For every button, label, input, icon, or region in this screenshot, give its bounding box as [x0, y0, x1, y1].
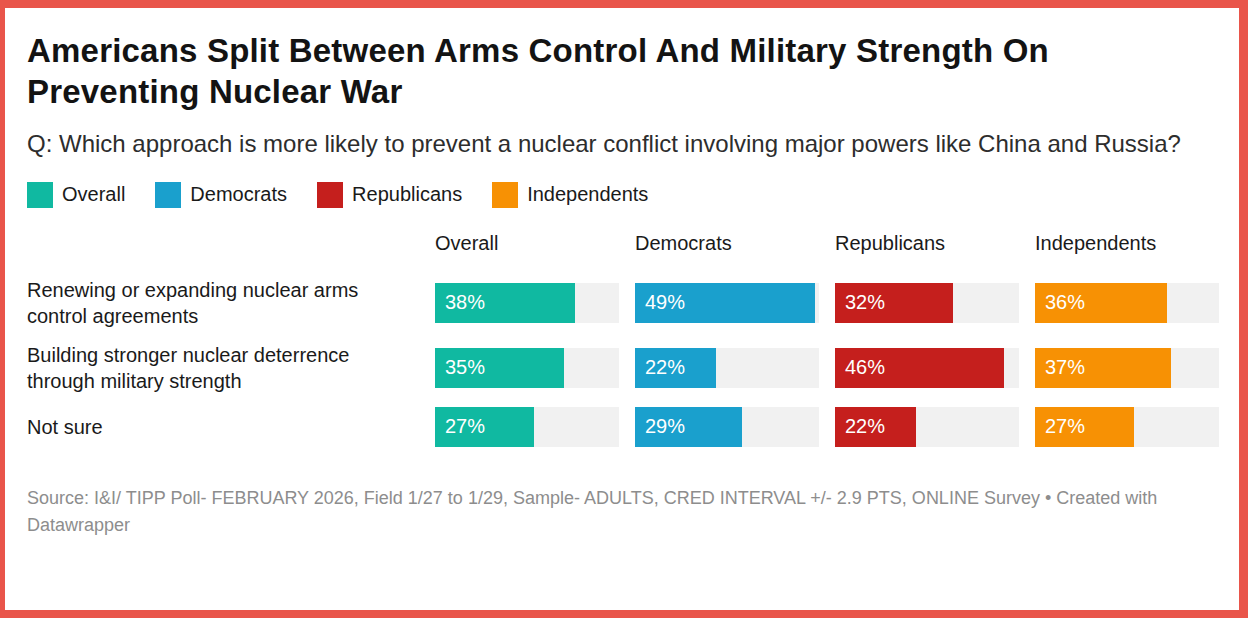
bar-segment-overall: 38%	[435, 283, 575, 323]
legend-swatch-icon	[155, 182, 181, 208]
bar-segment-independents: 36%	[1035, 283, 1167, 323]
bar-value-label: 37%	[1035, 356, 1085, 379]
column-header-republicans: Republicans	[835, 232, 1019, 264]
legend-item-label: Overall	[62, 183, 125, 206]
row-label: Building stronger nuclear deterrence thr…	[27, 342, 419, 394]
legend-swatch-icon	[27, 182, 53, 208]
bar-segment-overall: 27%	[435, 407, 534, 447]
bar-value-label: 32%	[835, 291, 885, 314]
bar-segment-democrats: 22%	[635, 348, 716, 388]
page-title: Americans Split Between Arms Control And…	[27, 30, 1087, 113]
bar-segment-republicans: 46%	[835, 348, 1004, 388]
bar-value-label: 29%	[635, 415, 685, 438]
bar-track: 32%	[835, 283, 1019, 323]
legend: Overall Democrats Republicans Independents	[27, 182, 1219, 208]
bar-track: 38%	[435, 283, 619, 323]
bar-track: 27%	[1035, 407, 1219, 447]
chart-card: Americans Split Between Arms Control And…	[0, 0, 1248, 618]
footer-separator: •	[1045, 488, 1051, 508]
bar-track: 35%	[435, 348, 619, 388]
bar-value-label: 36%	[1035, 291, 1085, 314]
bar-value-label: 27%	[1035, 415, 1085, 438]
bar-track: 29%	[635, 407, 819, 447]
bar-value-label: 27%	[435, 415, 485, 438]
bar-track: 22%	[635, 348, 819, 388]
bar-track: 46%	[835, 348, 1019, 388]
legend-swatch-icon	[492, 182, 518, 208]
row-label: Renewing or expanding nuclear arms contr…	[27, 277, 419, 329]
legend-item-label: Republicans	[352, 183, 462, 206]
bar-track: 37%	[1035, 348, 1219, 388]
bar-segment-democrats: 29%	[635, 407, 742, 447]
legend-item-republicans: Republicans	[317, 182, 462, 208]
bar-track: 49%	[635, 283, 819, 323]
bar-segment-overall: 35%	[435, 348, 564, 388]
legend-item-overall: Overall	[27, 182, 125, 208]
column-header-spacer	[27, 255, 419, 264]
bar-track: 27%	[435, 407, 619, 447]
bar-track: 36%	[1035, 283, 1219, 323]
legend-item-democrats: Democrats	[155, 182, 287, 208]
chart-footer: Source: I&I/ TIPP Poll- FEBRUARY 2026, F…	[27, 485, 1212, 539]
bar-value-label: 38%	[435, 291, 485, 314]
row-label: Not sure	[27, 414, 419, 440]
bar-segment-independents: 37%	[1035, 348, 1171, 388]
bar-value-label: 46%	[835, 356, 885, 379]
bar-value-label: 35%	[435, 356, 485, 379]
bar-segment-republicans: 32%	[835, 283, 953, 323]
column-header-democrats: Democrats	[635, 232, 819, 264]
source-note: Source: I&I/ TIPP Poll- FEBRUARY 2026, F…	[27, 488, 1040, 508]
bar-track: 22%	[835, 407, 1019, 447]
chart-subtitle-question: Q: Which approach is more likely to prev…	[27, 127, 1219, 160]
legend-item-independents: Independents	[492, 182, 648, 208]
column-header-independents: Independents	[1035, 232, 1219, 264]
column-header-overall: Overall	[435, 232, 619, 264]
bar-value-label: 49%	[635, 291, 685, 314]
bar-value-label: 22%	[835, 415, 885, 438]
bar-value-label: 22%	[635, 356, 685, 379]
legend-swatch-icon	[317, 182, 343, 208]
bar-segment-democrats: 49%	[635, 283, 815, 323]
legend-item-label: Independents	[527, 183, 648, 206]
legend-item-label: Democrats	[190, 183, 287, 206]
grouped-bar-chart: Overall Democrats Republicans Independents R…	[27, 232, 1219, 447]
bar-segment-independents: 27%	[1035, 407, 1134, 447]
bar-segment-republicans: 22%	[835, 407, 916, 447]
